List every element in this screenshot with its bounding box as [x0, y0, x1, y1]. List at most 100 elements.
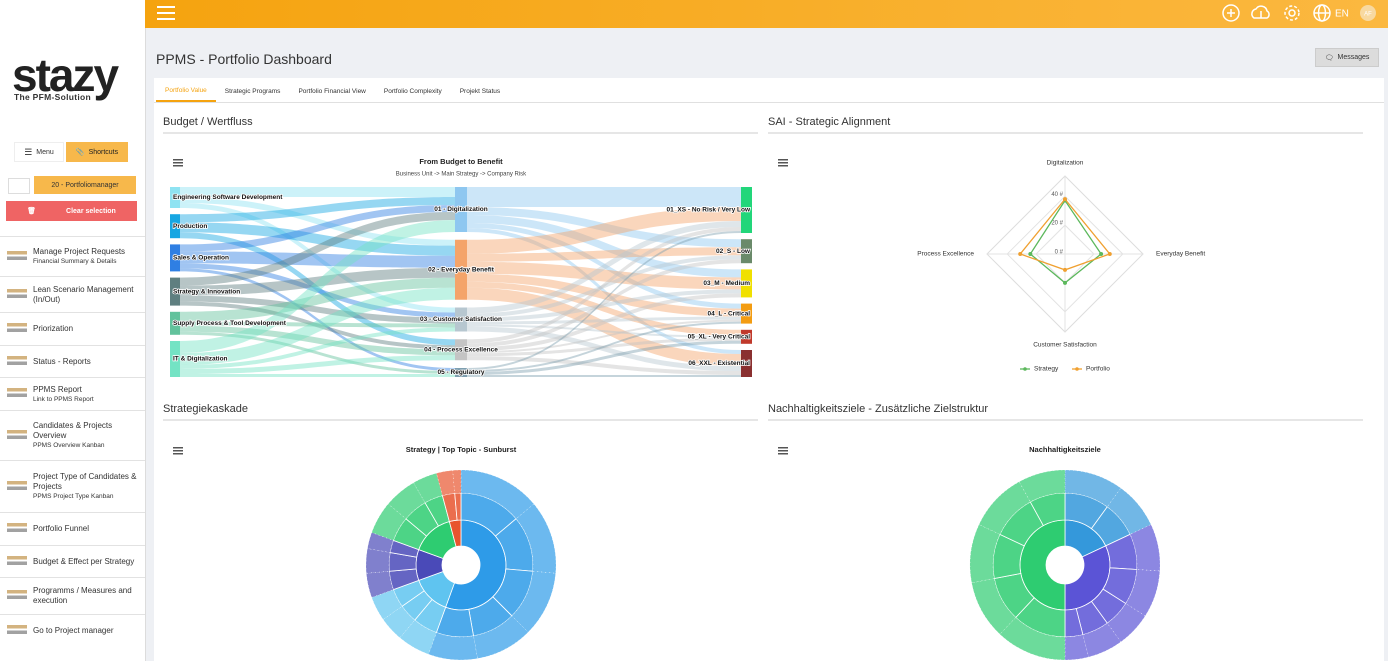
chart-title: Nachhaltigkeitsziele [1029, 445, 1101, 454]
nav-title: Status - Reports [33, 356, 91, 366]
sankey-label: 03_M - Medium [703, 280, 750, 287]
nav-icon [7, 625, 27, 637]
chart-menu[interactable] [778, 447, 788, 455]
sunburst-child [454, 492, 462, 521]
sankey-label: Sales & Operation [173, 255, 229, 262]
legend-label: Strategy [1034, 366, 1059, 373]
messages-button[interactable]: 🗨 Messages [1315, 48, 1379, 67]
sunburst [969, 469, 1161, 661]
nav-item[interactable]: PPMS Report Link to PPMS Report [0, 377, 145, 410]
sankey-node [455, 339, 467, 361]
sankey-label: 02_S - Low [716, 248, 751, 255]
nav-title: Budget & Effect per Strategy [33, 556, 135, 566]
top-bar-icons: EN AF [157, 4, 1376, 22]
add-icon[interactable] [1222, 4, 1240, 22]
sunburst-leaf [1064, 634, 1089, 661]
sunburst-leaf [1082, 622, 1122, 658]
sankey-link [180, 325, 455, 356]
legend-dot [1023, 367, 1027, 371]
legend-dot [1075, 367, 1079, 371]
sunburst-leaf [473, 615, 529, 659]
nav-item[interactable]: Priorization [0, 312, 145, 345]
nav-subtitle: Link to PPMS Report [33, 395, 94, 403]
nav-item[interactable]: Programms / Measures and execution [0, 577, 145, 614]
nav-item[interactable]: Portfolio Funnel [0, 512, 145, 545]
radar-axis-label: Customer Satisfaction [1033, 342, 1097, 349]
menu-label: Menu [36, 148, 54, 156]
sankey-link [180, 331, 455, 374]
sankey-node [455, 307, 467, 332]
tab[interactable]: Portfolio Value [156, 80, 216, 102]
sunburst-leaf [1106, 487, 1152, 535]
sankey-node [170, 187, 180, 208]
top-bar: EN AF [145, 0, 1388, 28]
sankey-link [467, 293, 741, 352]
shortcuts-button[interactable]: 📎 Shortcuts [66, 142, 128, 162]
sunburst-leaf [365, 548, 391, 574]
nav-item[interactable]: Lean Scenario Management (In/Out) [0, 276, 145, 312]
chart-menu[interactable] [778, 159, 788, 167]
sankey-node [170, 341, 180, 377]
sankey-link [180, 203, 455, 313]
clip-icon: 📎 [75, 149, 85, 156]
radar-tick-label: 0 # [1055, 250, 1064, 256]
sankey-label: Supply Process & Tool Development [173, 320, 287, 327]
sankey-node [455, 239, 467, 300]
sankey-link [467, 281, 741, 336]
sunburst-leaf [1064, 469, 1122, 508]
tab[interactable]: Strategic Programs [224, 87, 281, 95]
sankey-link [180, 232, 455, 346]
sunburst-leaf [452, 469, 462, 494]
nav-item[interactable]: Budget & Effect per Strategy [0, 545, 145, 577]
sankey-node [170, 311, 180, 335]
chart-menu[interactable] [173, 159, 183, 167]
sankey-link [180, 220, 455, 353]
tab[interactable]: Portfolio Complexity [383, 87, 442, 95]
sankey-label: Engineering Software Development [173, 194, 283, 201]
tab[interactable]: Portfolio Financial View [298, 87, 366, 95]
sankey-node [170, 214, 180, 239]
sankey-link [180, 374, 455, 377]
radar-axis-label: Digitalization [1047, 160, 1084, 167]
hamburger[interactable] [157, 6, 175, 20]
upload-icon[interactable] [1251, 5, 1270, 19]
avatar[interactable] [1360, 5, 1376, 21]
sankey-link [467, 337, 741, 357]
sunburst-child [1029, 492, 1066, 527]
messages-label: Messages [1337, 54, 1370, 61]
logo[interactable]: stazy [12, 49, 119, 101]
nav-item[interactable]: Project Type of Candidates & Projects PPM… [0, 460, 145, 512]
tab[interactable]: Projekt Status [459, 87, 501, 95]
nav-subtitle: PPMS Project Type Kanban [33, 493, 114, 500]
sankey-link [467, 287, 741, 366]
sunburst-leaf [999, 617, 1066, 661]
nav-item[interactable]: Candidates & Projects Overview PPMS Overv… [0, 410, 145, 460]
sunburst-leaf [515, 503, 557, 574]
nav-item[interactable]: Go to Project manager [0, 614, 145, 647]
sankey-link [467, 289, 741, 322]
sunburst-leaf [367, 532, 394, 553]
radar-tick-label: 40 # [1051, 192, 1063, 198]
sankey-link [467, 228, 741, 354]
sidebar: stazy The PFM-Solution ☰ Menu 📎 Shortcuts … [0, 0, 146, 661]
portfolio-selector[interactable]: 20 - Portfoliomanager [34, 176, 136, 194]
nav-subtitle: Financial Summary & Details [33, 258, 117, 265]
sunburst-leaf [971, 578, 1017, 635]
radar-point [1063, 280, 1067, 285]
nav-subtitle: PPMS Overview Kanban [33, 442, 105, 449]
nav-icon [7, 288, 27, 301]
menu-button[interactable]: ☰ Menu [14, 142, 64, 162]
nav-item[interactable]: Status - Reports [0, 345, 145, 377]
tagline: The PFM-Solution [14, 92, 92, 102]
chart-menu[interactable] [173, 447, 183, 455]
settings-icon[interactable] [1284, 5, 1300, 21]
language-icon[interactable] [1313, 4, 1331, 22]
nav-item[interactable]: Manage Project Requests Financial Summary… [0, 236, 145, 276]
section-title: Budget / Wertfluss [163, 116, 253, 128]
clear-selection-button[interactable]: 🗑 Clear selection [6, 201, 137, 221]
sankey-label: Strategy & Innovation [173, 288, 240, 295]
sankey-link [180, 251, 455, 268]
chart-menu-icons [173, 159, 788, 455]
chart-title: Strategy | Top Topic - Sunburst [406, 445, 517, 454]
language[interactable]: EN [1335, 9, 1349, 20]
